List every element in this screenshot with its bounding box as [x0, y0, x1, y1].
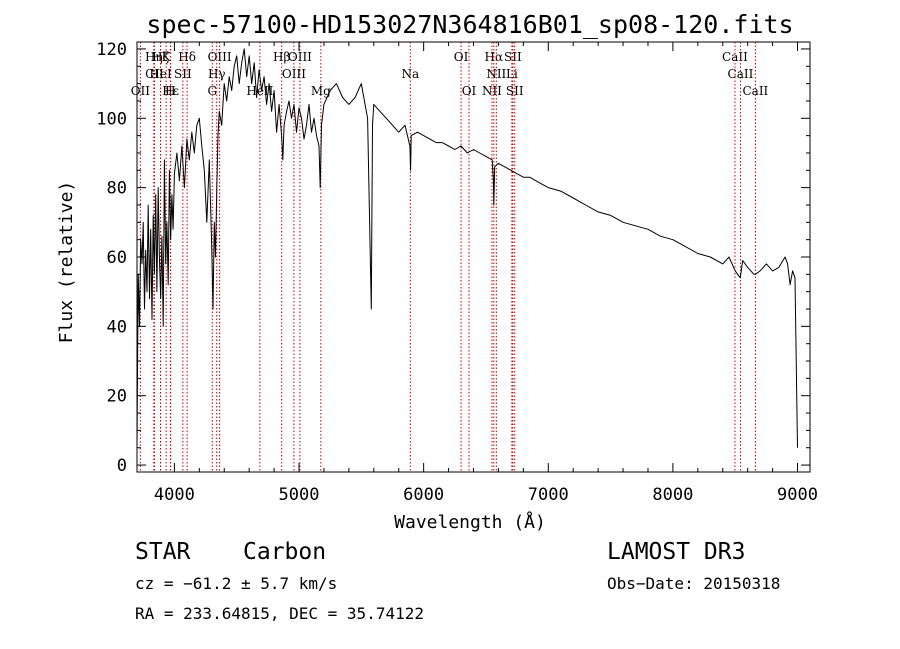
survey-name: LAMOST DR3	[607, 539, 746, 565]
line-label-24: SII	[504, 50, 522, 64]
y-tick-label-80: 80	[107, 179, 127, 199]
redshift-cz: cz = −61.2 ± 5.7 km/s	[135, 574, 338, 593]
object-class: STAR	[135, 539, 191, 565]
line-label-19: OI	[454, 50, 469, 64]
line-label-22: NII	[486, 67, 506, 81]
y-tick-label-20: 20	[107, 387, 127, 407]
line-label-18: Na	[401, 67, 419, 81]
chart-title: spec-57100-HD153027N364816B01_sp08-120.f…	[146, 10, 793, 39]
line-label-28: CaII	[728, 67, 754, 81]
object-subclass: Carbon	[243, 539, 327, 565]
line-label-27: CaII	[722, 50, 748, 64]
line-label-2: OII	[131, 84, 151, 98]
line-label-4: HeI	[149, 67, 172, 81]
line-label-6: K	[162, 50, 172, 64]
axes: 4000 5000 6000 7000 8000 9000 0 20 40 60 80 100 120	[96, 40, 818, 505]
flux-series	[136, 48, 798, 448]
line-label-23: NII	[482, 84, 502, 98]
x-tick-label-9000: 9000	[777, 485, 818, 505]
line-label-13: Hβ	[273, 50, 290, 64]
line-label-1: CII	[145, 67, 164, 81]
y-tick-label-120: 120	[96, 40, 127, 60]
y-tick-label-40: 40	[107, 317, 127, 337]
line-label-0: Hη	[145, 50, 163, 64]
line-label-9: SII	[174, 67, 192, 81]
observation-date: Obs−Date: 20150318	[607, 574, 781, 593]
y-tick-label-60: 60	[107, 248, 127, 268]
x-tick-label-4000: 4000	[154, 485, 195, 505]
line-label-20: OI	[462, 84, 477, 98]
line-label-16: HeII	[246, 84, 273, 98]
x-tick-label-5000: 5000	[279, 485, 320, 505]
y-axis-label: Flux (relative)	[56, 181, 77, 344]
x-axis-label: Wavelength (Å)	[394, 511, 546, 533]
line-label-17: Mg	[311, 84, 331, 98]
line-label-25: Li	[506, 67, 518, 81]
line-label-29: CaII	[742, 84, 768, 98]
spectral-line-markers: HηCIIOIIHζHeIHεKHHδSIIOIIIHγGHβOIIIOIIIH…	[131, 42, 769, 472]
x-tick-label-7000: 7000	[528, 485, 569, 505]
line-label-8: Hδ	[178, 50, 196, 64]
y-tick-label-100: 100	[96, 109, 127, 129]
line-label-7: H	[165, 84, 175, 98]
line-label-14: OIII	[282, 67, 306, 81]
line-label-26: SII	[506, 84, 524, 98]
x-tick-label-8000: 8000	[652, 485, 693, 505]
series-flux	[136, 48, 798, 448]
x-tick-label-6000: 6000	[403, 485, 444, 505]
y-tick-label-0: 0	[117, 456, 127, 476]
line-label-11: Hγ	[208, 67, 226, 81]
line-label-12: G	[207, 84, 217, 98]
line-label-10: OIII	[208, 50, 232, 64]
line-label-15: OIII	[288, 50, 312, 64]
line-label-21: Hα	[485, 50, 504, 64]
ra-dec: RA = 233.64815, DEC = 35.74122	[135, 604, 424, 623]
